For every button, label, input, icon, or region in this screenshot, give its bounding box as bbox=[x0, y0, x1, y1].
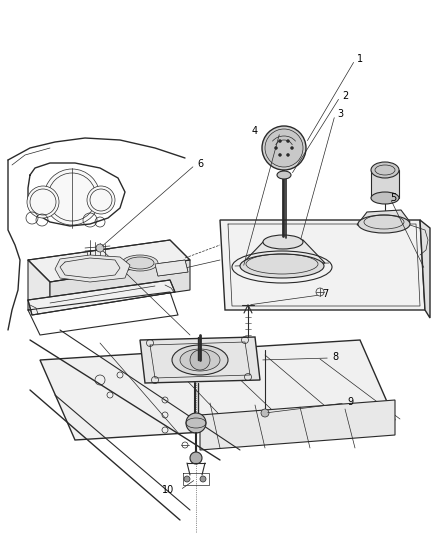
Circle shape bbox=[262, 126, 306, 170]
Circle shape bbox=[87, 186, 115, 214]
Polygon shape bbox=[28, 240, 190, 282]
Circle shape bbox=[27, 186, 59, 218]
Circle shape bbox=[190, 452, 202, 464]
Text: 5: 5 bbox=[390, 193, 396, 203]
Circle shape bbox=[279, 140, 282, 142]
Polygon shape bbox=[140, 337, 260, 383]
Ellipse shape bbox=[240, 254, 324, 278]
Ellipse shape bbox=[126, 257, 154, 269]
Polygon shape bbox=[28, 280, 175, 315]
Polygon shape bbox=[220, 220, 425, 310]
Circle shape bbox=[261, 409, 269, 417]
Text: 3: 3 bbox=[337, 109, 343, 119]
Polygon shape bbox=[28, 260, 50, 310]
Text: 1: 1 bbox=[357, 54, 363, 64]
Circle shape bbox=[96, 244, 104, 252]
Circle shape bbox=[265, 129, 303, 167]
Ellipse shape bbox=[122, 255, 158, 271]
Circle shape bbox=[279, 154, 282, 156]
Polygon shape bbox=[420, 220, 430, 318]
Ellipse shape bbox=[180, 349, 220, 371]
Text: 9: 9 bbox=[347, 397, 353, 407]
Polygon shape bbox=[357, 210, 410, 225]
Ellipse shape bbox=[277, 171, 291, 179]
Polygon shape bbox=[371, 170, 399, 198]
Circle shape bbox=[286, 140, 290, 142]
Text: 8: 8 bbox=[332, 352, 338, 362]
Polygon shape bbox=[200, 400, 395, 450]
Text: 7: 7 bbox=[322, 289, 328, 299]
Circle shape bbox=[190, 350, 210, 370]
Ellipse shape bbox=[371, 192, 399, 204]
Text: 6: 6 bbox=[197, 159, 203, 169]
Polygon shape bbox=[55, 255, 130, 282]
Circle shape bbox=[200, 476, 206, 482]
Ellipse shape bbox=[172, 345, 228, 375]
Polygon shape bbox=[155, 260, 188, 276]
Text: 4: 4 bbox=[252, 126, 258, 136]
Circle shape bbox=[286, 154, 290, 156]
Ellipse shape bbox=[358, 215, 410, 233]
Ellipse shape bbox=[263, 235, 303, 249]
Text: 10: 10 bbox=[162, 485, 174, 495]
Circle shape bbox=[184, 476, 190, 482]
Ellipse shape bbox=[75, 259, 115, 277]
Polygon shape bbox=[50, 260, 190, 310]
Text: 2: 2 bbox=[342, 91, 348, 101]
Polygon shape bbox=[240, 240, 325, 266]
Circle shape bbox=[44, 169, 100, 225]
Circle shape bbox=[186, 413, 206, 433]
Polygon shape bbox=[40, 340, 395, 440]
Ellipse shape bbox=[79, 261, 111, 275]
Circle shape bbox=[275, 147, 278, 149]
Ellipse shape bbox=[371, 162, 399, 178]
Circle shape bbox=[290, 147, 293, 149]
